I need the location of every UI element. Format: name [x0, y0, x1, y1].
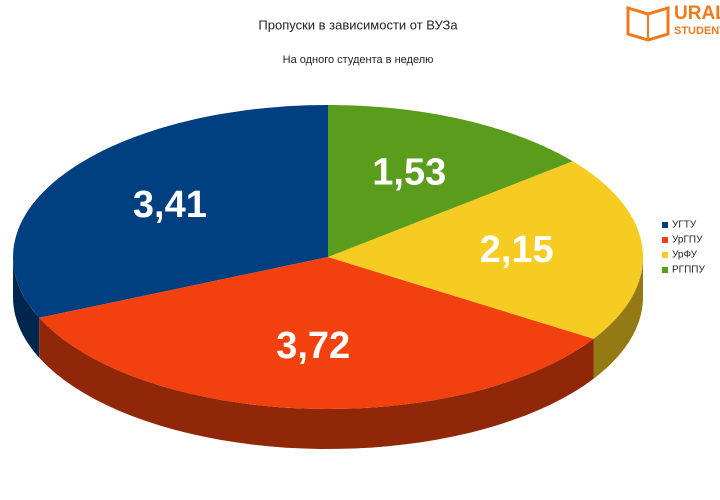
legend-label: РГППУ [672, 265, 705, 276]
logo: URAL STUDENT [626, 3, 720, 42]
legend-swatch [662, 237, 668, 243]
chart-title: Пропуски в зависимости от ВУЗа [258, 17, 458, 32]
data-label: 3,72 [276, 325, 350, 367]
slice-side [593, 257, 643, 379]
slice [328, 105, 573, 257]
legend-label: УрГПУ [672, 235, 703, 246]
legend-label: УрФУ [672, 250, 698, 261]
slice-side [39, 317, 594, 449]
slice-side [13, 257, 40, 358]
data-label: 1,53 [372, 152, 446, 194]
legend-label: УГТУ [672, 220, 697, 231]
slice [39, 257, 594, 409]
data-label: 3,41 [133, 184, 207, 226]
chart-subtitle: На одного студента в неделю [283, 54, 434, 66]
data-label: 2,15 [480, 229, 554, 271]
slice [13, 105, 328, 318]
logo-text: URAL [674, 3, 720, 24]
legend-swatch [662, 252, 668, 258]
legend-swatch [662, 267, 668, 273]
logo-text: STUDENT [674, 25, 720, 37]
legend-swatch [662, 222, 668, 228]
slice [328, 161, 643, 339]
